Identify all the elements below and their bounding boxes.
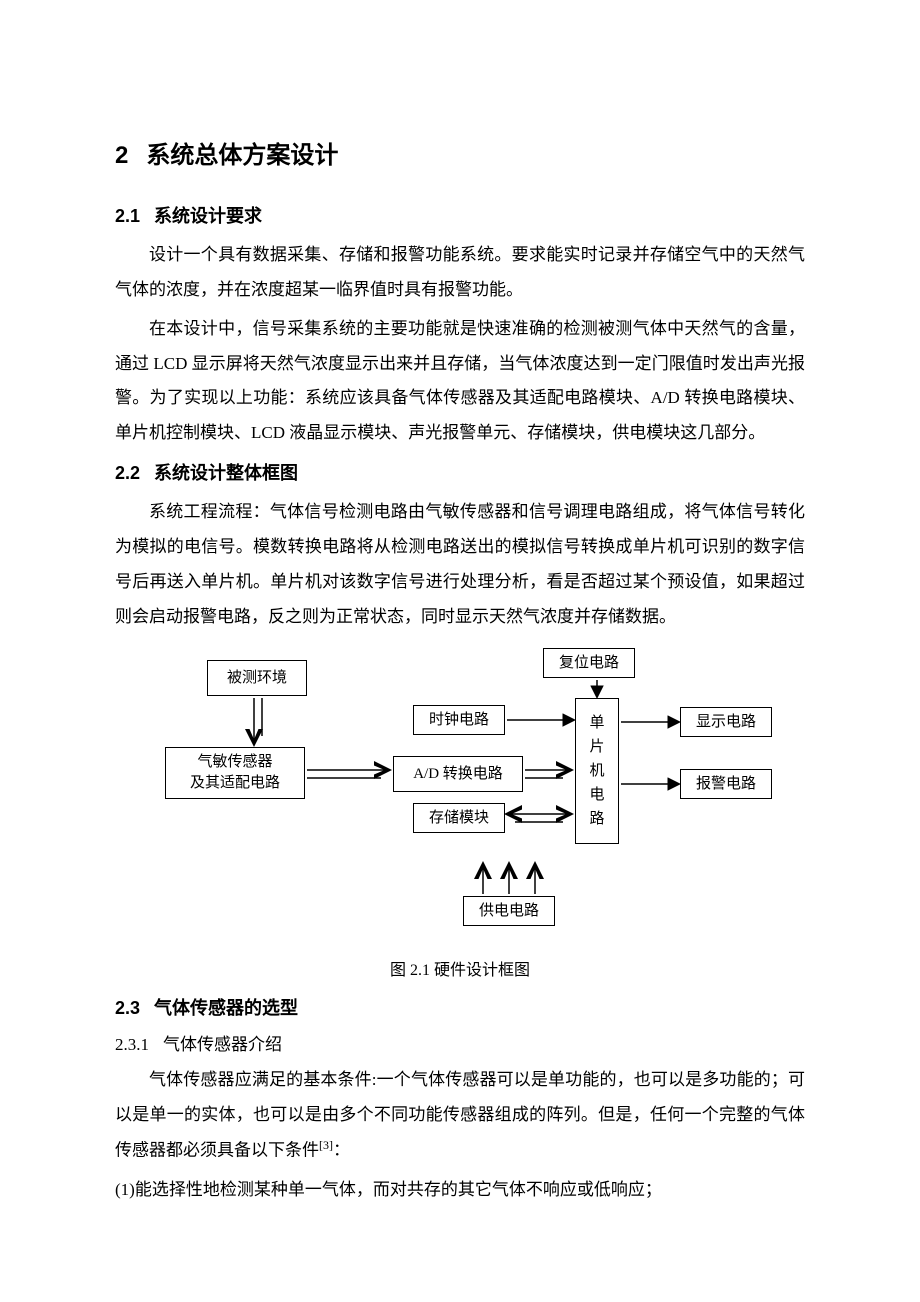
block-diagram: 被测环境 气敏传感器 及其适配电路 时钟电路 A/D 转换电路 存储模块 复位电… xyxy=(115,648,805,948)
paragraph: 设计一个具有数据采集、存储和报警功能系统。要求能实时记录并存储空气中的天然气气体… xyxy=(115,238,805,308)
section-number: 2.2 xyxy=(115,463,140,483)
paragraph: 气体传感器应满足的基本条件:一个气体传感器可以是单功能的，也可以是多功能的；可以… xyxy=(115,1063,805,1168)
chapter-number: 2 xyxy=(115,142,128,169)
node-store: 存储模块 xyxy=(413,803,505,833)
list-item: (1)能选择性地检测某种单一气体，而对共存的其它气体不响应或低响应； xyxy=(115,1173,805,1208)
node-clock: 时钟电路 xyxy=(413,705,505,735)
node-ad: A/D 转换电路 xyxy=(393,756,523,792)
paragraph-text: 气体传感器应满足的基本条件:一个气体传感器可以是单功能的，也可以是多功能的；可以… xyxy=(115,1070,805,1159)
node-display: 显示电路 xyxy=(680,707,772,737)
node-power: 供电电路 xyxy=(463,896,555,926)
section-number: 2.3 xyxy=(115,998,140,1018)
figure-caption: 图 2.1 硬件设计框图 xyxy=(115,956,805,980)
node-env: 被测环境 xyxy=(207,660,307,696)
chapter-heading: 2 系统总体方案设计 xyxy=(115,135,805,170)
subsection-title: 气体传感器介绍 xyxy=(163,1035,282,1054)
subsection-heading-2-3-1: 2.3.1 气体传感器介绍 xyxy=(115,1030,805,1055)
paragraph: 在本设计中，信号采集系统的主要功能就是快速准确的检测被测气体中天然气的含量，通过… xyxy=(115,312,805,451)
node-mcu: 单 片 机 电 路 xyxy=(575,698,619,844)
node-alarm: 报警电路 xyxy=(680,769,772,799)
section-number: 2.1 xyxy=(115,206,140,226)
node-reset: 复位电路 xyxy=(543,648,635,678)
section-heading-2-2: 2.2 系统设计整体框图 xyxy=(115,459,805,485)
section-heading-2-3: 2.3 气体传感器的选型 xyxy=(115,994,805,1020)
section-title: 气体传感器的选型 xyxy=(154,998,298,1018)
paragraph: 系统工程流程：气体信号检测电路由气敏传感器和信号调理电路组成，将气体信号转化为模… xyxy=(115,495,805,634)
section-title: 系统设计要求 xyxy=(154,206,262,226)
section-title: 系统设计整体框图 xyxy=(154,463,298,483)
chapter-title: 系统总体方案设计 xyxy=(146,142,338,169)
citation-ref: [3] xyxy=(319,1138,333,1152)
section-heading-2-1: 2.1 系统设计要求 xyxy=(115,202,805,228)
paragraph-text: ： xyxy=(333,1141,350,1160)
subsection-number: 2.3.1 xyxy=(115,1035,149,1054)
node-sensor: 气敏传感器 及其适配电路 xyxy=(165,747,305,799)
